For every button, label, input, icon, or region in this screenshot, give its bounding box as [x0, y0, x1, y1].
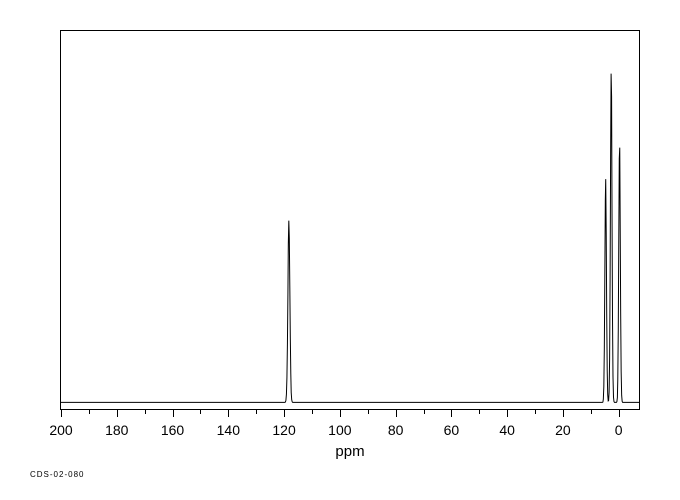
x-tick-major — [61, 410, 62, 417]
footer-id: CDS-02-080 — [30, 470, 84, 479]
x-tick-minor — [424, 410, 425, 414]
x-tick-label: 160 — [161, 422, 184, 438]
x-tick-label: 120 — [272, 422, 295, 438]
x-tick-major — [117, 410, 118, 417]
x-tick-label: 200 — [49, 422, 72, 438]
x-tick-label: 180 — [105, 422, 128, 438]
x-tick-minor — [535, 410, 536, 414]
x-tick-major — [284, 410, 285, 417]
plot-area: 200180160140120100806040200 — [60, 30, 640, 410]
spectrum-line — [61, 31, 639, 410]
x-tick-major — [340, 410, 341, 417]
x-tick-label: 140 — [217, 422, 240, 438]
x-tick-label: 20 — [555, 422, 571, 438]
x-tick-minor — [89, 410, 90, 414]
x-tick-major — [228, 410, 229, 417]
x-tick-major — [396, 410, 397, 417]
x-tick-label: 60 — [444, 422, 460, 438]
x-tick-major — [451, 410, 452, 417]
x-tick-minor — [312, 410, 313, 414]
x-tick-minor — [145, 410, 146, 414]
x-axis — [61, 409, 639, 410]
x-axis-label: ppm — [335, 443, 364, 460]
x-tick-major — [507, 410, 508, 417]
x-tick-major — [619, 410, 620, 417]
x-tick-minor — [591, 410, 592, 414]
x-tick-label: 100 — [328, 422, 351, 438]
x-tick-minor — [200, 410, 201, 414]
nmr-chart: 200180160140120100806040200 ppm — [60, 30, 640, 410]
x-tick-major — [563, 410, 564, 417]
x-tick-minor — [256, 410, 257, 414]
x-tick-label: 0 — [615, 422, 623, 438]
x-tick-minor — [368, 410, 369, 414]
x-tick-major — [173, 410, 174, 417]
x-tick-label: 40 — [499, 422, 515, 438]
x-tick-minor — [479, 410, 480, 414]
x-tick-label: 80 — [388, 422, 404, 438]
